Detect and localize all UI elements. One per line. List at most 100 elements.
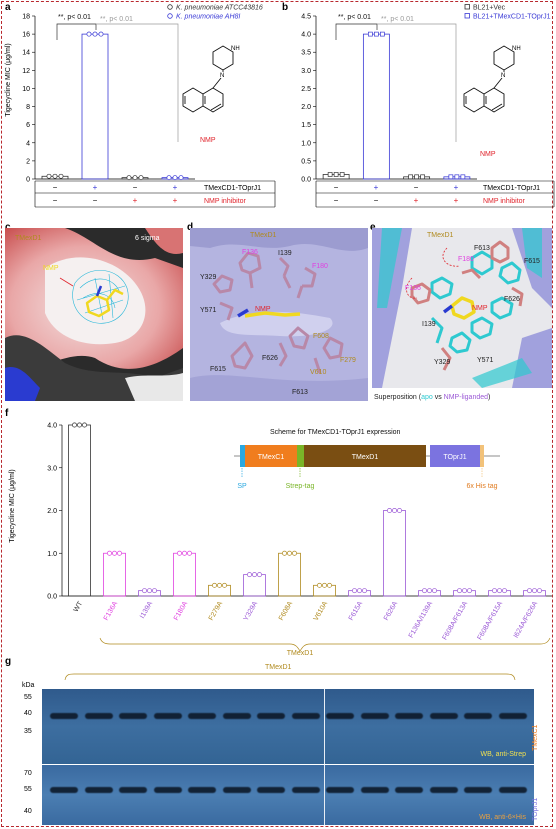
f-point (222, 582, 227, 588)
wb-band (429, 787, 458, 793)
wb-band (222, 787, 251, 793)
res-d-F626: F626 (262, 355, 278, 362)
tick-top-1: 40 (24, 710, 32, 717)
f-point (392, 508, 397, 513)
f-ytick-label: 4.0 (47, 423, 57, 430)
wb-band (84, 787, 113, 793)
wb-band (326, 713, 354, 719)
b-point (374, 31, 379, 37)
f-point (252, 572, 257, 578)
a-point (166, 175, 172, 181)
res-e-Y329: Y329 (434, 359, 450, 366)
tmexd1-block (304, 445, 426, 467)
f-bar (278, 552, 301, 597)
f-xtick-label: F136A/I139A (408, 600, 435, 639)
a-point (98, 31, 104, 37)
f-point (357, 588, 362, 594)
panel-b-label: b (282, 2, 289, 13)
legend-a1-marker (167, 4, 173, 10)
strep-tag-label: Strep-tag (286, 483, 315, 490)
panel-c-ligand: NMP (43, 265, 59, 272)
row1-cell: + (93, 183, 98, 192)
f-bar (103, 552, 126, 597)
wb-band (395, 787, 423, 793)
sp-tag-label: SP (237, 483, 247, 490)
f-point (397, 508, 402, 513)
legend-b2-text: BL21+TMexCD1-TOprJ1 (473, 14, 551, 21)
row2-cell: + (454, 196, 459, 205)
panel-f-ylabel: Tigecycline MIC (μg/ml) (9, 469, 16, 542)
a-ytick-label: 10 (22, 86, 30, 93)
b-ytick-label: 3.5 (301, 50, 311, 57)
panel-d-image: TMexD1 NMP F136 I139 Y329 F180 Y571 F608… (190, 228, 368, 401)
f-point (457, 588, 462, 594)
row2-cell: + (173, 196, 178, 205)
panel-a-ylabel: Tigecycline MIC (μg/ml) (5, 43, 12, 116)
a-point (132, 175, 138, 181)
svg-text:NH: NH (231, 46, 240, 52)
res-e-I139: I139 (422, 321, 436, 328)
tmexc1-block (245, 445, 297, 467)
wb-band (50, 713, 78, 719)
f-point (292, 550, 297, 556)
f-point (142, 588, 147, 594)
legend-b1-marker (464, 4, 470, 10)
sigma-label: 6 sigma (135, 235, 160, 242)
tick-bot-0: 70 (24, 770, 32, 777)
b-ytick-label: 1.0 (301, 140, 311, 147)
tick-top-0: 55 (24, 694, 32, 701)
f-point (82, 422, 87, 428)
panel-e-label: e (370, 222, 376, 233)
f-point (257, 572, 262, 578)
res-e-F615: F615 (524, 258, 540, 265)
res-d-Y329: Y329 (200, 274, 216, 281)
a-ytick-label: 12 (22, 68, 30, 75)
res-e-F613: F613 (474, 245, 490, 252)
b-bar (362, 33, 390, 180)
b-point (454, 174, 460, 180)
row2-cell: + (414, 196, 419, 205)
kda-label: kDa (22, 682, 35, 689)
f-point (182, 550, 187, 556)
toprj1-block (430, 445, 480, 467)
f-point (462, 588, 467, 594)
wb-band (188, 787, 216, 793)
f-xtick-label: F136A (103, 600, 120, 622)
svg-text:N: N (501, 73, 505, 79)
f-xtick-label: F615A (348, 600, 365, 622)
western-blot-bottom: WB, anti-6×His (42, 765, 534, 825)
wb-band (257, 787, 285, 793)
f-point (327, 582, 332, 588)
sig-a2: **, p< 0.01 (100, 16, 133, 23)
wb-band (257, 713, 285, 719)
wb-band (498, 713, 527, 719)
wb-band (498, 787, 527, 793)
b-point (368, 31, 373, 37)
f-point (387, 508, 392, 513)
wb-band (84, 713, 113, 719)
f-xtick-label: Y329A (243, 600, 260, 622)
a-point (126, 175, 132, 181)
svg-text:N: N (220, 73, 224, 79)
panel-e-image: TMexD1 NMP F613 F180 F615 F136 F626 I139… (372, 228, 552, 401)
wb-bot-label: WB, anti-6×His (479, 814, 526, 821)
f-point (527, 588, 532, 594)
western-blot-top: WB, anti-Strep (42, 689, 534, 764)
panel-g: TMexD1 kDa WB, anti-Strep WB, anti-6×His… (0, 656, 556, 826)
b-point (408, 174, 413, 180)
res-d-F136: F136 (242, 249, 258, 256)
panel-g-bracket-label: TMexD1 (265, 664, 292, 671)
b-point (420, 174, 425, 180)
panel-c-title: TMexD1 (15, 235, 42, 242)
wb-band (119, 787, 147, 793)
a-point (52, 173, 58, 179)
wb-band (153, 787, 182, 793)
res-e-F180: F180 (458, 256, 474, 263)
panel-e-title: TMexD1 (427, 232, 454, 239)
b-point (327, 172, 333, 177)
wb-band (153, 713, 182, 719)
a-ytick-label: 4 (26, 140, 30, 147)
f-xtick-label: WT (73, 600, 85, 614)
f-point (77, 422, 82, 428)
